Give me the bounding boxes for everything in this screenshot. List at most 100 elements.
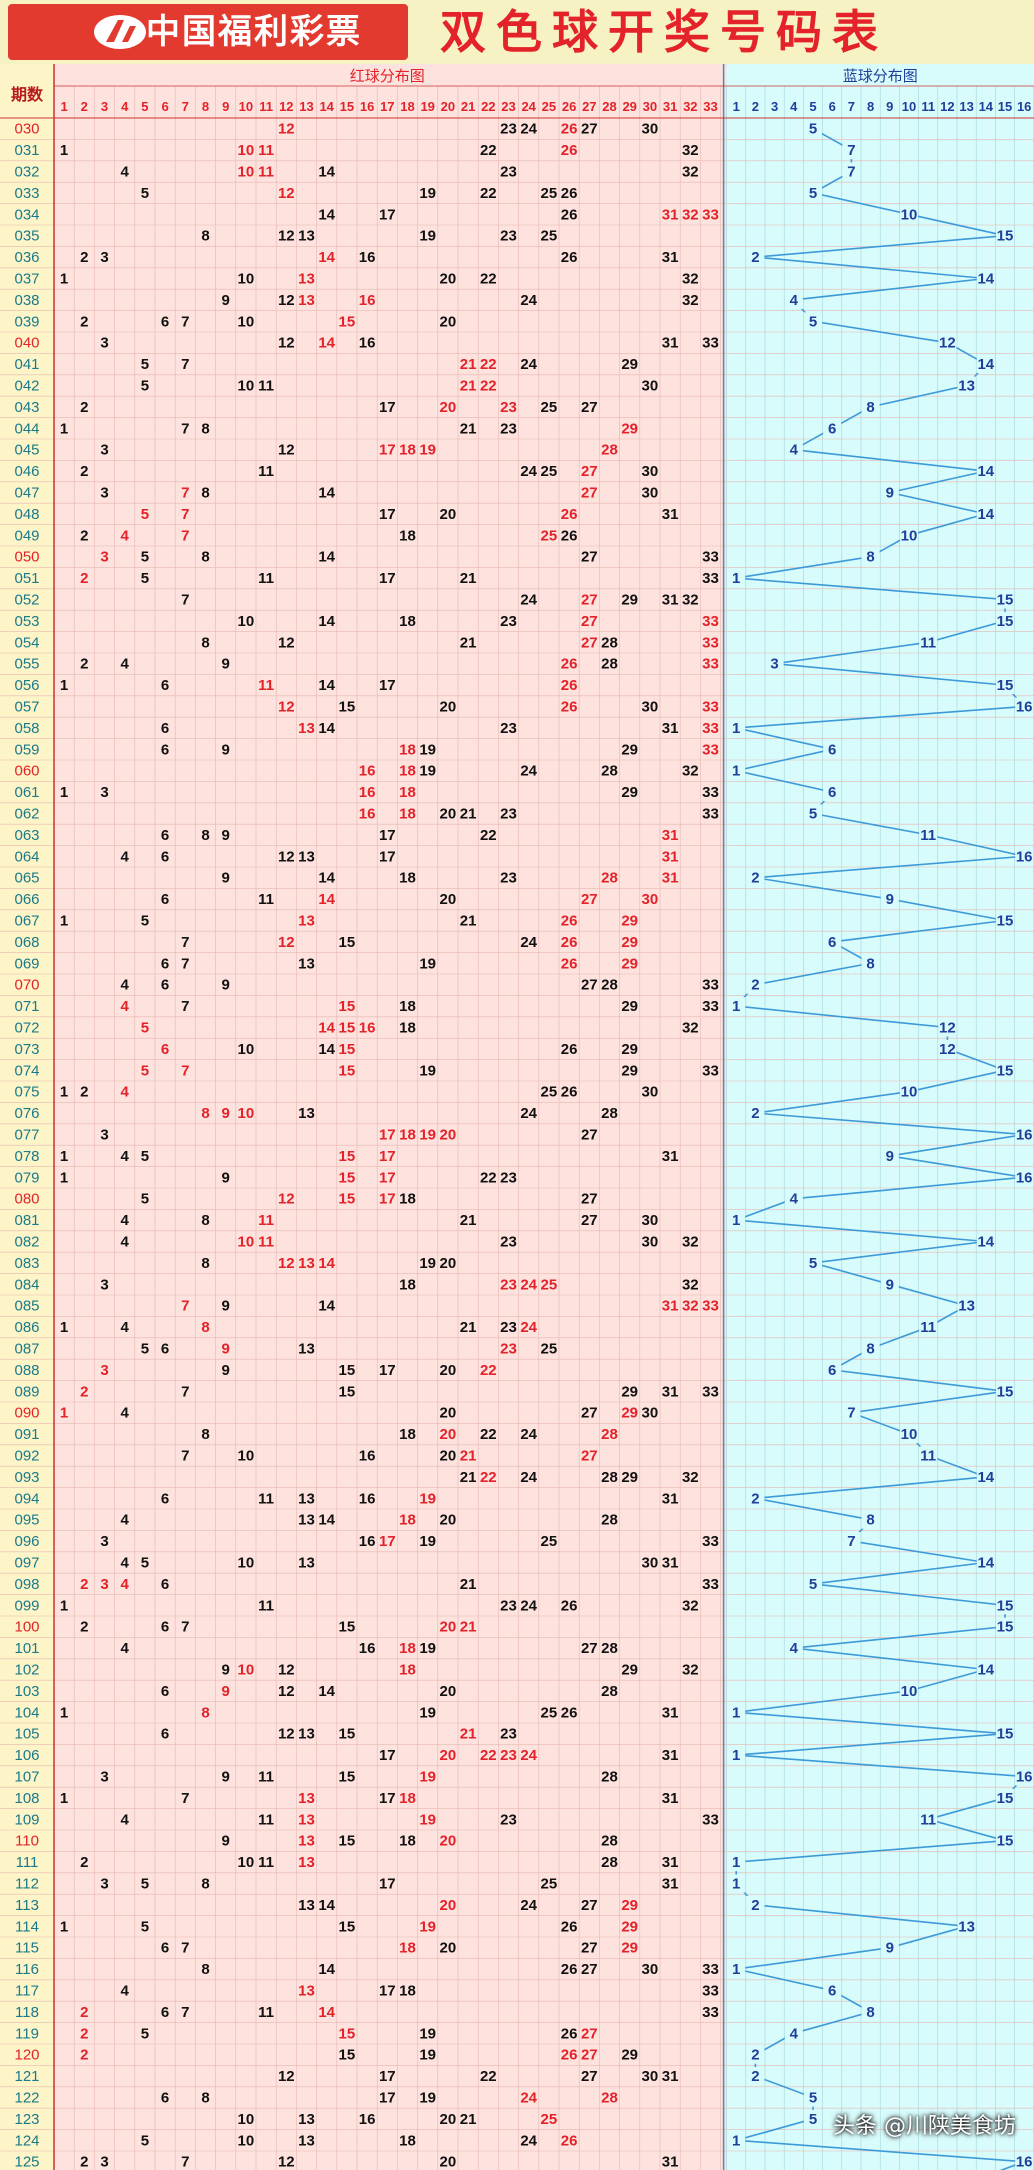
red-number: 32 bbox=[682, 271, 699, 288]
red-number: 25 bbox=[541, 1276, 558, 1293]
red-number: 2 bbox=[80, 1576, 88, 1593]
red-number: 5 bbox=[141, 1148, 149, 1165]
red-number: 19 bbox=[419, 1127, 436, 1144]
blue-number: 15 bbox=[997, 1619, 1014, 1636]
grid-lines bbox=[0, 86, 1034, 2170]
blue-number: 13 bbox=[958, 1298, 975, 1315]
red-number: 17 bbox=[379, 1169, 396, 1186]
red-number: 4 bbox=[121, 1555, 130, 1572]
period-label: 037 bbox=[14, 271, 39, 288]
red-number: 18 bbox=[399, 1127, 416, 1144]
draw-row: 068 7 12 15 24 26 29 6 bbox=[14, 932, 842, 951]
blue-number-bg bbox=[996, 676, 1014, 695]
red-number: 24 bbox=[520, 292, 537, 309]
red-number: 17 bbox=[379, 506, 396, 523]
red-number: 19 bbox=[419, 2090, 436, 2107]
red-number: 32 bbox=[682, 763, 699, 780]
red-number: 8 bbox=[201, 228, 209, 245]
red-number: 5 bbox=[141, 913, 149, 930]
red-number: 24 bbox=[520, 763, 537, 780]
blue-column-header: 14 bbox=[979, 99, 994, 114]
red-number: 13 bbox=[298, 292, 315, 309]
blue-number: 8 bbox=[866, 1341, 874, 1358]
period-label: 040 bbox=[14, 335, 39, 352]
red-number: 14 bbox=[318, 891, 335, 908]
red-number: 4 bbox=[121, 998, 130, 1015]
red-number: 18 bbox=[399, 1426, 416, 1443]
red-number: 27 bbox=[581, 399, 598, 416]
blue-number: 2 bbox=[751, 1897, 759, 1914]
period-label: 114 bbox=[15, 1918, 39, 1935]
red-column-header: 3 bbox=[101, 99, 108, 114]
red-number: 27 bbox=[581, 1940, 598, 1957]
red-number: 9 bbox=[222, 827, 230, 844]
red-number: 27 bbox=[581, 1961, 598, 1978]
blue-number-bg bbox=[784, 290, 803, 309]
draw-row: 031 1 10 11 22 26 32 7 bbox=[14, 141, 861, 160]
red-number: 17 bbox=[379, 1191, 396, 1208]
red-number: 29 bbox=[621, 420, 638, 437]
blue-number: 6 bbox=[828, 420, 836, 437]
red-number: 28 bbox=[601, 1469, 618, 1486]
blue-number: 4 bbox=[790, 2025, 799, 2042]
blue-number-bg bbox=[996, 590, 1014, 609]
red-number: 19 bbox=[419, 228, 436, 245]
red-number: 31 bbox=[662, 870, 679, 887]
red-number: 33 bbox=[702, 977, 719, 994]
red-number: 15 bbox=[339, 934, 356, 951]
blue-number: 2 bbox=[751, 1105, 759, 1122]
period-label: 125 bbox=[14, 2154, 39, 2170]
red-number: 22 bbox=[480, 1169, 497, 1186]
period-label: 059 bbox=[14, 741, 39, 758]
red-number: 1 bbox=[60, 1148, 68, 1165]
period-label: 104 bbox=[14, 1704, 39, 1721]
period-label: 097 bbox=[14, 1555, 39, 1572]
draw-row: 105 6 12 13 15 21 23 15 bbox=[14, 1724, 1014, 1743]
red-number: 18 bbox=[399, 1512, 416, 1529]
blue-number: 15 bbox=[997, 1383, 1014, 1400]
red-number: 26 bbox=[561, 1084, 578, 1101]
draw-row: 030 12 23 24 26 27 30 5 bbox=[14, 119, 822, 138]
draw-row: 096 3 16 17 19 25 33 7 bbox=[14, 1532, 861, 1551]
red-number: 29 bbox=[621, 1940, 638, 1957]
draw-row: 112 3 5 8 17 25 31 1 bbox=[15, 1874, 746, 1893]
draw-row: 075 1 2 4 25 26 30 10 bbox=[14, 1082, 918, 1101]
red-number: 7 bbox=[181, 1790, 189, 1807]
period-label: 066 bbox=[14, 891, 39, 908]
blue-number: 15 bbox=[997, 677, 1014, 694]
blue-number: 1 bbox=[732, 570, 740, 587]
draw-row: 077 3 17 18 19 20 27 16 bbox=[14, 1125, 1034, 1144]
blue-number: 5 bbox=[809, 2111, 817, 2128]
blue-column-header: 1 bbox=[733, 99, 740, 114]
blue-number-bg bbox=[727, 1853, 746, 1872]
red-number: 5 bbox=[141, 2025, 149, 2042]
red-number: 7 bbox=[181, 955, 189, 972]
red-number: 24 bbox=[520, 356, 537, 373]
red-number: 15 bbox=[339, 1191, 356, 1208]
draw-row: 098 2 3 4 6 21 33 5 bbox=[14, 1574, 822, 1593]
red-number: 28 bbox=[601, 870, 618, 887]
draw-row: 054 8 12 21 27 28 33 11 bbox=[14, 633, 938, 652]
red-number: 9 bbox=[222, 1105, 230, 1122]
blue-number: 6 bbox=[828, 1362, 836, 1379]
red-number: 1 bbox=[60, 420, 68, 437]
period-label: 124 bbox=[14, 2132, 39, 2149]
draw-row: 040 3 12 14 16 31 33 12 bbox=[14, 333, 957, 352]
page-title: 双色球开奖号码表 bbox=[440, 5, 888, 59]
period-label: 049 bbox=[14, 527, 39, 544]
red-number: 27 bbox=[581, 592, 598, 609]
red-number: 3 bbox=[100, 335, 108, 352]
red-column-header: 12 bbox=[279, 99, 293, 114]
red-number: 4 bbox=[121, 1512, 130, 1529]
blue-number: 12 bbox=[939, 335, 956, 352]
red-number: 26 bbox=[561, 677, 578, 694]
red-number: 28 bbox=[601, 2090, 618, 2107]
red-number: 14 bbox=[318, 870, 335, 887]
period-label: 048 bbox=[14, 506, 39, 523]
blue-number-bg bbox=[746, 248, 765, 267]
red-number: 14 bbox=[318, 1298, 335, 1315]
red-number: 6 bbox=[161, 313, 169, 330]
red-number: 3 bbox=[100, 2154, 108, 2170]
blue-number-bg bbox=[1015, 1125, 1034, 1144]
red-number: 30 bbox=[642, 121, 659, 138]
